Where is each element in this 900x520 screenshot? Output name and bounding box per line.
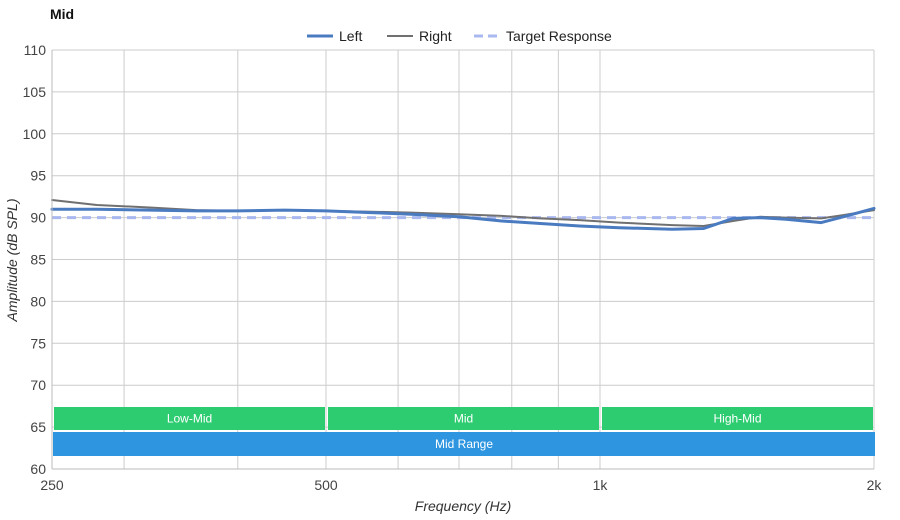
band-mid [328,407,599,430]
x-tick-label: 250 [40,477,64,493]
band-low-mid [54,407,325,430]
x-tick-label: 500 [314,477,338,493]
legend-label: Target Response [506,28,612,44]
y-tick-label: 105 [23,84,47,100]
grid-lines [51,49,875,470]
y-tick-label: 90 [30,210,46,226]
chart-title: Mid [50,6,74,22]
y-tick-label: 95 [30,168,46,184]
band-mid-range [53,432,875,456]
band-label: Low-Mid [167,412,212,426]
y-tick-label: 85 [30,252,46,268]
y-tick-label: 60 [30,461,46,477]
x-tick-label: 1k [593,477,609,493]
frequency-bands: Low-Mid Mid High-Mid Mid Range [53,407,875,456]
y-tick-label: 70 [30,377,46,393]
band-label: Mid Range [435,437,493,451]
y-tick-label: 65 [30,419,46,435]
y-axis-label: Amplitude (dB SPL) [4,199,20,323]
y-tick-label: 80 [30,293,46,309]
band-label: High-Mid [713,412,761,426]
data-series [50,199,876,231]
y-tick-label: 75 [30,335,46,351]
series-line-left [50,206,876,231]
y-tick-label: 100 [23,126,47,142]
legend: Left Right Target Response [307,28,612,44]
x-tick-label: 2k [867,477,883,493]
series-line-right [51,199,875,227]
legend-label: Right [419,28,452,44]
y-tick-label: 110 [24,42,47,58]
band-label: Mid [454,412,473,426]
axes: 60 65 70 75 80 85 90 95 100 105 110 250 500 1k 2k [23,42,883,493]
x-axis-label: Frequency (Hz) [415,498,511,514]
band-high-mid [602,407,873,430]
legend-label: Left [339,28,362,44]
